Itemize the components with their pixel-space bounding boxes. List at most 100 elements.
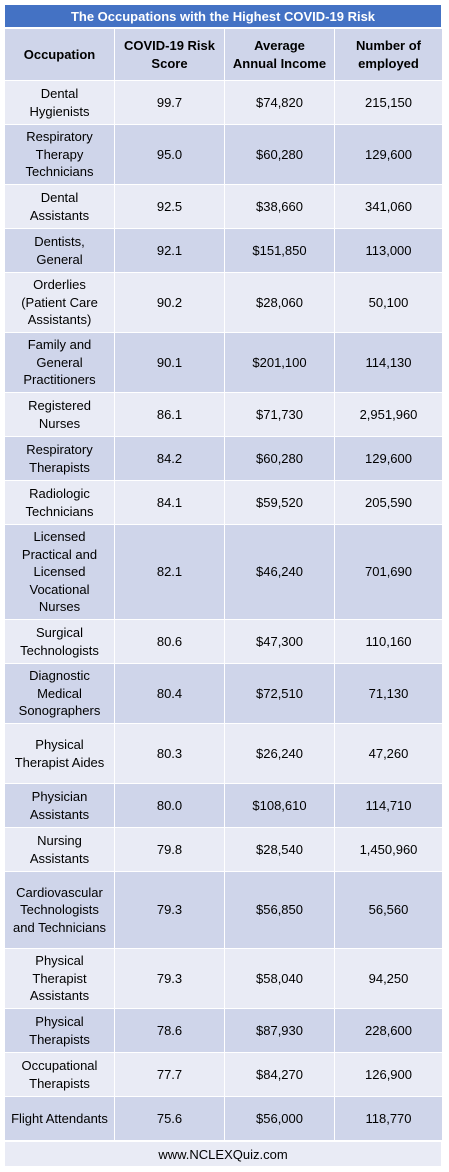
income-cell: $56,000 [224,1096,335,1141]
table-row: Physical Therapists 78.6 $87,930 228,600 [4,1008,443,1053]
risk-score-cell: 92.1 [114,228,225,273]
table-row: Dental Assistants 92.5 $38,660 341,060 [4,184,443,229]
income-cell: $58,040 [224,948,335,1009]
header-occupation: Occupation [4,28,115,81]
risk-score-cell: 86.1 [114,392,225,437]
income-cell: $84,270 [224,1052,335,1097]
employed-cell: 126,900 [334,1052,443,1097]
employed-cell: 113,000 [334,228,443,273]
table-row: Physical Therapist Assistants 79.3 $58,040… [4,948,443,1009]
income-cell: $46,240 [224,524,335,620]
risk-score-cell: 79.8 [114,827,225,872]
income-cell: $60,280 [224,436,335,481]
occupation-cell: Orderlies (Patient Care Assistants) [4,272,115,333]
risk-score-cell: 80.4 [114,663,225,724]
risk-score-cell: 84.1 [114,480,225,525]
income-cell: $74,820 [224,80,335,125]
occupation-cell: Radiologic Technicians [4,480,115,525]
income-cell: $201,100 [224,332,335,393]
income-cell: $56,850 [224,871,335,949]
occupation-cell: Diagnostic Medical Sonographers [4,663,115,724]
risk-score-cell: 90.1 [114,332,225,393]
risk-score-cell: 79.3 [114,871,225,949]
income-cell: $28,540 [224,827,335,872]
table-row: Registered Nurses 86.1 $71,730 2,951,960 [4,392,443,437]
table-row: Surgical Technologists 80.6 $47,300 110,160 [4,619,443,664]
occupation-cell: Physical Therapist Assistants [4,948,115,1009]
income-cell: $60,280 [224,124,335,185]
risk-score-cell: 92.5 [114,184,225,229]
table-row: Family and General Practitioners 90.1 $201… [4,332,443,393]
employed-cell: 205,590 [334,480,443,525]
income-cell: $108,610 [224,783,335,828]
occupation-cell: Licensed Practical and Licensed Vocation… [4,524,115,620]
risk-score-cell: 78.6 [114,1008,225,1053]
table-row: Licensed Practical and Licensed Vocation… [4,524,443,620]
table-row: Radiologic Technicians 84.1 $59,520 205,590 [4,480,443,525]
occupation-cell: Flight Attendants [4,1096,115,1141]
occupation-cell: Dental Assistants [4,184,115,229]
employed-cell: 701,690 [334,524,443,620]
risk-score-cell: 77.7 [114,1052,225,1097]
income-cell: $28,060 [224,272,335,333]
employed-cell: 114,710 [334,783,443,828]
employed-cell: 71,130 [334,663,443,724]
risk-score-cell: 79.3 [114,948,225,1009]
occupation-cell: Respiratory Therapists [4,436,115,481]
employed-cell: 56,560 [334,871,443,949]
occupation-cell: Physical Therapist Aides [4,723,115,784]
header-employed: Number of employed [334,28,443,81]
employed-cell: 215,150 [334,80,443,125]
table-row: Respiratory Therapists 84.2 $60,280 129,600 [4,436,443,481]
header-risk-score: COVID-19 Risk Score [114,28,225,81]
table-row: Physician Assistants 80.0 $108,610 114,710 [4,783,443,828]
table-body: Dental Hygienists 99.7 $74,820 215,150 Respi… [4,80,443,1141]
employed-cell: 50,100 [334,272,443,333]
income-cell: $71,730 [224,392,335,437]
income-cell: $72,510 [224,663,335,724]
occupation-cell: Family and General Practitioners [4,332,115,393]
income-cell: $26,240 [224,723,335,784]
header-row: Occupation COVID-19 Risk Score Average A… [4,28,443,81]
risk-score-cell: 80.3 [114,723,225,784]
income-cell: $151,850 [224,228,335,273]
table-row: Cardiovascular Technologists and Technic… [4,871,443,949]
employed-cell: 228,600 [334,1008,443,1053]
employed-cell: 110,160 [334,619,443,664]
income-cell: $38,660 [224,184,335,229]
header-income: Average Annual Income [224,28,335,81]
occupation-cell: Dentists, General [4,228,115,273]
income-cell: $59,520 [224,480,335,525]
occupation-cell: Nursing Assistants [4,827,115,872]
table-row: Physical Therapist Aides 80.3 $26,240 47,26… [4,723,443,784]
income-cell: $87,930 [224,1008,335,1053]
occupation-cell: Physician Assistants [4,783,115,828]
occupation-risk-table: Occupation COVID-19 Risk Score Average A… [4,28,443,1141]
employed-cell: 114,130 [334,332,443,393]
employed-cell: 1,450,960 [334,827,443,872]
table-row: Respiratory Therapy Technicians 95.0 $60,2… [4,124,443,185]
employed-cell: 94,250 [334,948,443,1009]
risk-score-cell: 95.0 [114,124,225,185]
risk-score-cell: 84.2 [114,436,225,481]
table-row: Nursing Assistants 79.8 $28,540 1,450,960 [4,827,443,872]
risk-score-cell: 75.6 [114,1096,225,1141]
source-footer: www.NCLEXQuiz.com [4,1141,442,1167]
table-row: Dentists, General 92.1 $151,850 113,000 [4,228,443,273]
occupation-cell: Cardiovascular Technologists and Technic… [4,871,115,949]
risk-score-cell: 80.0 [114,783,225,828]
occupation-cell: Dental Hygienists [4,80,115,125]
employed-cell: 47,260 [334,723,443,784]
risk-score-cell: 99.7 [114,80,225,125]
table-row: Flight Attendants 75.6 $56,000 118,770 [4,1096,443,1141]
table-row: Dental Hygienists 99.7 $74,820 215,150 [4,80,443,125]
employed-cell: 341,060 [334,184,443,229]
risk-table-container: The Occupations with the Highest COVID-1… [4,4,443,1167]
income-cell: $47,300 [224,619,335,664]
employed-cell: 2,951,960 [334,392,443,437]
employed-cell: 129,600 [334,124,443,185]
risk-score-cell: 82.1 [114,524,225,620]
table-title: The Occupations with the Highest COVID-1… [4,4,442,28]
occupation-cell: Respiratory Therapy Technicians [4,124,115,185]
occupation-cell: Surgical Technologists [4,619,115,664]
